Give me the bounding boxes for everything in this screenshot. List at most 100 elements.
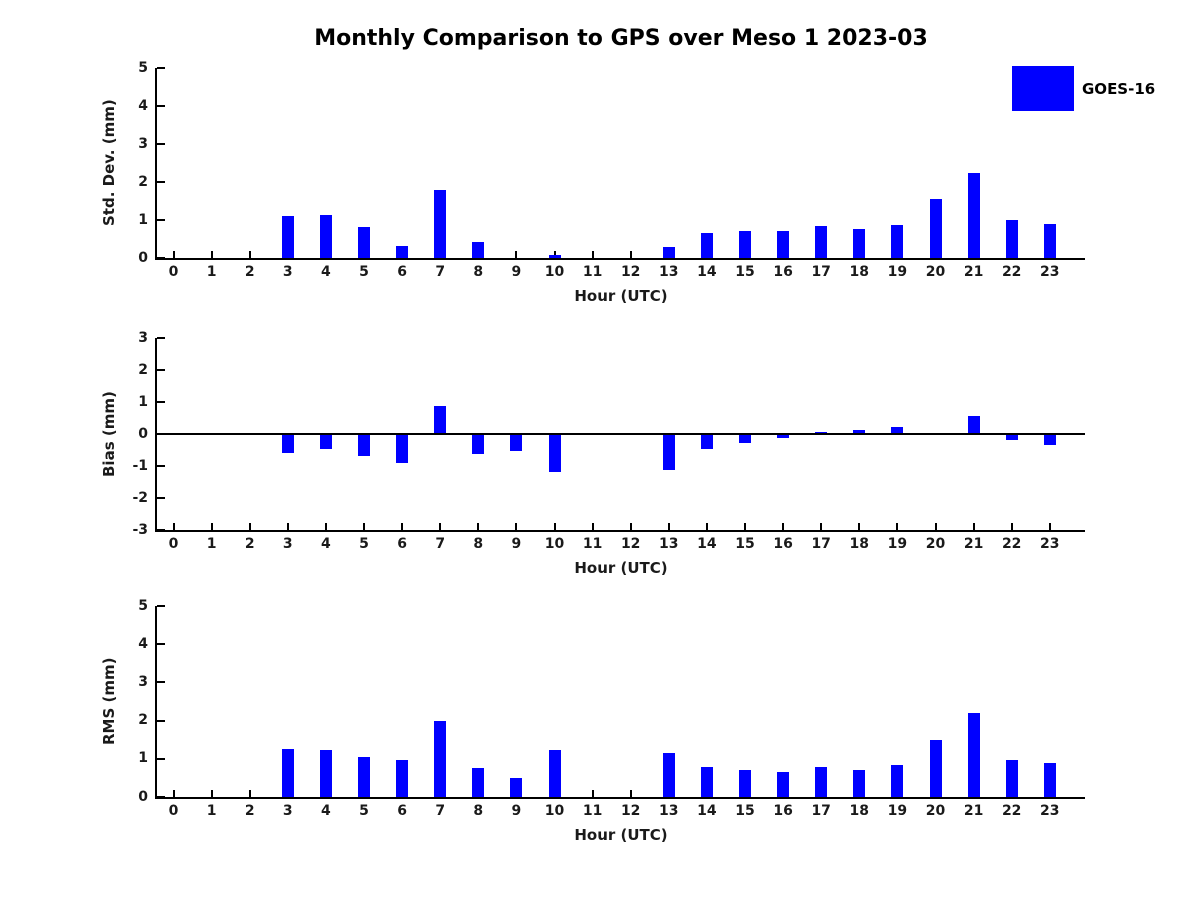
x-tick-label: 17 [811, 536, 831, 552]
x-tick-label: 1 [206, 536, 217, 552]
y-tick [157, 465, 165, 467]
bar-hour-7 [434, 405, 447, 434]
bar-hour-18 [853, 770, 866, 797]
y-tick-label: 3 [138, 135, 148, 152]
y-tick-label: -1 [132, 457, 148, 474]
x-axis-title-std-dev: Hour (UTC) [574, 287, 668, 305]
x-tick-label: 13 [659, 536, 679, 552]
bar-hour-4 [319, 750, 332, 797]
x-tick-label: 17 [811, 264, 831, 280]
y-tick [157, 219, 165, 221]
bar-hour-10 [548, 750, 561, 797]
x-tick [324, 523, 327, 530]
x-tick-label: 7 [435, 264, 446, 280]
bar-hour-19 [891, 764, 904, 797]
bar-hour-13 [662, 434, 675, 470]
x-tick-label: 6 [397, 536, 407, 552]
y-tick [157, 143, 165, 145]
bar-hour-21 [967, 172, 980, 258]
bar-hour-16 [777, 434, 790, 439]
bar-hour-9 [510, 777, 523, 797]
x-tick-label: 23 [1040, 803, 1060, 819]
bar-hour-16 [777, 231, 790, 258]
x-tick-label: 18 [849, 264, 870, 280]
x-tick-label: 20 [925, 264, 946, 280]
x-tick-label: 21 [963, 264, 984, 280]
y-tick-label: 2 [138, 361, 148, 378]
x-tick-label: 7 [435, 536, 446, 552]
bar-hour-3 [281, 748, 294, 797]
x-tick-label: 20 [925, 803, 946, 819]
y-tick [157, 401, 165, 403]
bar-hour-23 [1043, 762, 1056, 797]
x-tick [210, 523, 213, 530]
bar-hour-9 [510, 434, 523, 451]
x-tick-label: 8 [473, 264, 484, 280]
y-tick-label: 0 [138, 249, 148, 266]
bar-hour-23 [1043, 223, 1056, 258]
bar-hour-22 [1005, 220, 1018, 258]
bar-hour-23 [1043, 434, 1056, 445]
bar-hour-5 [358, 226, 370, 258]
y-tick-label: 4 [138, 97, 148, 114]
x-tick-label: 15 [735, 264, 755, 280]
y-axis-title-std-dev: Std. Dev. (mm) [100, 99, 118, 227]
bar-hour-6 [396, 434, 409, 464]
bar-hour-6 [396, 759, 409, 797]
x-tick-label: 10 [544, 536, 565, 552]
bar-hour-8 [472, 242, 485, 258]
bar-hour-6 [396, 246, 409, 258]
x-tick-label: 1 [206, 264, 217, 280]
x-tick-label: 1 [206, 803, 217, 819]
y-tick-label: 4 [138, 635, 148, 652]
x-tick [591, 523, 594, 530]
legend-label: GOES-16 [1082, 80, 1156, 98]
x-tick [705, 523, 708, 530]
bar-hour-13 [662, 753, 675, 797]
legend: GOES-16 [1012, 66, 1192, 113]
bar-hour-10 [548, 254, 561, 258]
x-tick [248, 790, 251, 797]
bar-hour-3 [281, 434, 294, 454]
x-tick-label: 16 [773, 536, 793, 552]
legend-swatch-goes16 [1012, 66, 1074, 111]
x-tick [515, 523, 518, 530]
x-tick-label: 6 [397, 264, 407, 280]
x-tick-label: 9 [511, 264, 522, 280]
zero-axis-line [157, 433, 1085, 435]
x-tick-label: 9 [511, 536, 522, 552]
x-tick-label: 0 [168, 803, 179, 819]
y-tick [157, 369, 165, 371]
x-tick-label: 13 [659, 803, 679, 819]
bar-hour-21 [967, 415, 980, 434]
x-tick-label: 4 [321, 803, 331, 819]
bar-hour-8 [472, 434, 485, 455]
y-tick [157, 643, 165, 646]
bar-hour-13 [662, 246, 675, 258]
subplot-bias: Bias (mm) -3 -2 -1 0 1 2 3 0 1 2 3 4 5 6 7 8 9 10 11 12 13 14… [0, 330, 1200, 577]
x-tick [286, 523, 289, 530]
y-tick [157, 497, 165, 499]
x-tick-label: 6 [397, 803, 407, 819]
y-tick [157, 719, 165, 722]
y-tick-label: -2 [132, 489, 148, 506]
y-tick [157, 257, 165, 259]
x-tick-label: 3 [282, 536, 293, 552]
bar-hour-22 [1005, 760, 1018, 797]
x-tick [782, 523, 785, 530]
bar-hour-4 [319, 214, 332, 258]
plot-area-std-dev: 0 1 2 3 4 5 0 1 2 3 4 5 6 7 8 9 10 11 12 13 14 15 16 17 18 19 20 21… [138, 60, 1085, 280]
bar-hour-17 [815, 432, 828, 434]
x-tick-label: 22 [1001, 264, 1022, 280]
x-tick [896, 523, 899, 530]
x-tick-label: 22 [1001, 803, 1022, 819]
bar-hour-19 [891, 224, 904, 258]
x-tick-label: 11 [582, 536, 603, 552]
bar-hour-10 [548, 434, 561, 473]
x-tick-label: 9 [511, 803, 522, 819]
x-tick [172, 790, 175, 797]
y-tick-label: 5 [138, 597, 148, 614]
x-tick-label: 2 [244, 803, 255, 819]
plot-area-rms: 0 1 2 3 4 5 0 1 2 3 4 5 6 7 8 9 10 11 12 13 14 15 16 17 18 19 20 21… [138, 598, 1085, 819]
